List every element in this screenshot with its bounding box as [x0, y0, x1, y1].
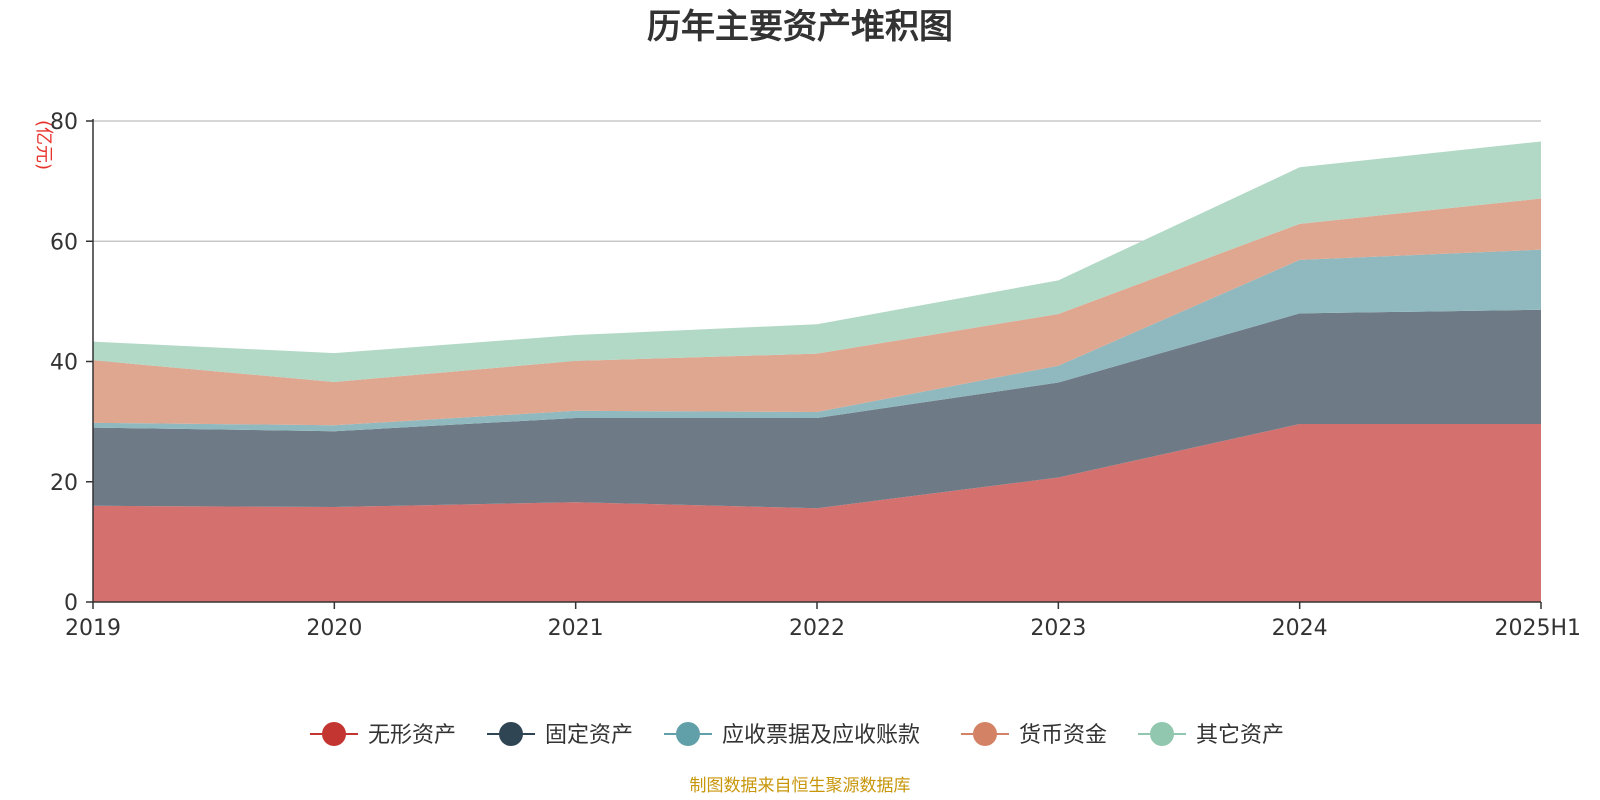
series-area-2	[93, 309, 1541, 509]
series-area-5	[93, 141, 1541, 382]
data-source-note: 制图数据来自恒生聚源数据库	[690, 776, 911, 796]
y-tick-label: 20	[50, 471, 78, 496]
series-areas	[93, 141, 1541, 602]
legend-label: 其它资产	[1196, 723, 1284, 748]
legend-marker-icon	[499, 722, 523, 746]
x-tick-label: 2023	[1030, 616, 1086, 641]
x-tick-label: 2022	[789, 616, 845, 641]
axes: 0 20 40 60 80 2019 2020 2021 2022 2023 2024 2025H1	[50, 110, 1581, 641]
legend-label: 货币资金	[1019, 723, 1107, 748]
y-tick-label: 40	[50, 351, 78, 376]
legend[interactable]: 无形资产 固定资产 应收票据及应收账款 货币资金 其它资产	[310, 722, 1284, 748]
legend-item-4[interactable]: 货币资金	[961, 722, 1107, 748]
legend-label: 无形资产	[368, 723, 456, 748]
legend-item-1[interactable]: 无形资产	[310, 722, 456, 748]
legend-marker-icon	[973, 722, 997, 746]
legend-label: 应收票据及应收账款	[722, 723, 920, 748]
x-tick-label: 2025H1	[1494, 616, 1581, 641]
x-tick-label: 2021	[548, 616, 604, 641]
y-tick-label: 60	[50, 230, 78, 255]
chart-title: 历年主要资产堆积图	[647, 7, 953, 47]
series-area-1	[93, 424, 1541, 602]
y-axis-unit-label: (亿元)	[33, 120, 54, 170]
x-tick-label: 2020	[306, 616, 362, 641]
legend-item-5[interactable]: 其它资产	[1138, 722, 1284, 748]
y-tick-label: 0	[64, 591, 78, 616]
legend-marker-icon	[1150, 722, 1174, 746]
legend-marker-icon	[676, 722, 700, 746]
x-tick-label: 2024	[1272, 616, 1328, 641]
legend-item-3[interactable]: 应收票据及应收账款	[664, 722, 920, 748]
x-tick-label: 2019	[65, 616, 121, 641]
legend-item-2[interactable]: 固定资产	[487, 722, 633, 748]
y-tick-label: 80	[50, 110, 78, 135]
legend-marker-icon	[322, 722, 346, 746]
legend-label: 固定资产	[545, 723, 633, 748]
series-area-3	[93, 249, 1541, 432]
series-area-4	[93, 198, 1541, 426]
